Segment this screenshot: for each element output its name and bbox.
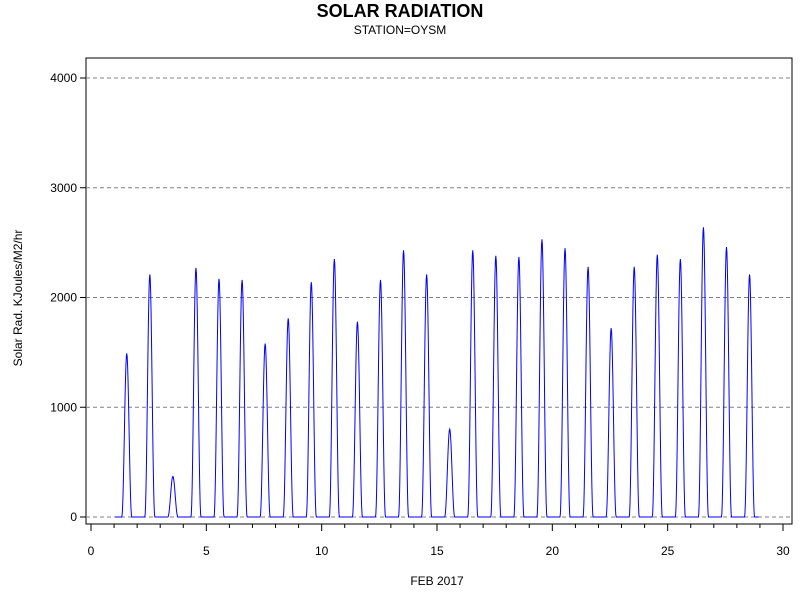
x-tick-label-10: 10 <box>315 544 329 558</box>
y-axis: 0 1000 2000 3000 4000 <box>50 71 86 524</box>
x-tick-label-5: 5 <box>203 544 210 558</box>
series-group <box>115 227 759 518</box>
x-tick-label-25: 25 <box>661 544 675 558</box>
x-axis: 0 5 10 15 20 25 30 <box>88 524 790 558</box>
y-tick-label-2000: 2000 <box>50 291 77 305</box>
x-tick-label-20: 20 <box>546 544 560 558</box>
series-line-solar-radiation <box>115 227 759 518</box>
grid-lines <box>86 77 792 518</box>
plot-frame <box>85 57 793 525</box>
x-axis-title: FEB 2017 <box>410 574 464 588</box>
chart-title: SOLAR RADIATION <box>316 1 484 21</box>
x-tick-label-15: 15 <box>430 544 444 558</box>
y-tick-label-3000: 3000 <box>50 181 77 195</box>
x-tick-label-30: 30 <box>776 544 790 558</box>
y-tick-label-0: 0 <box>70 510 77 524</box>
x-tick-label-0: 0 <box>88 544 95 558</box>
chart-subtitle: STATION=OYSM <box>353 23 447 37</box>
y-tick-label-4000: 4000 <box>50 71 77 85</box>
y-axis-title: Solar Rad. KJoules/M2/hr <box>11 230 25 367</box>
y-tick-label-1000: 1000 <box>50 400 77 414</box>
